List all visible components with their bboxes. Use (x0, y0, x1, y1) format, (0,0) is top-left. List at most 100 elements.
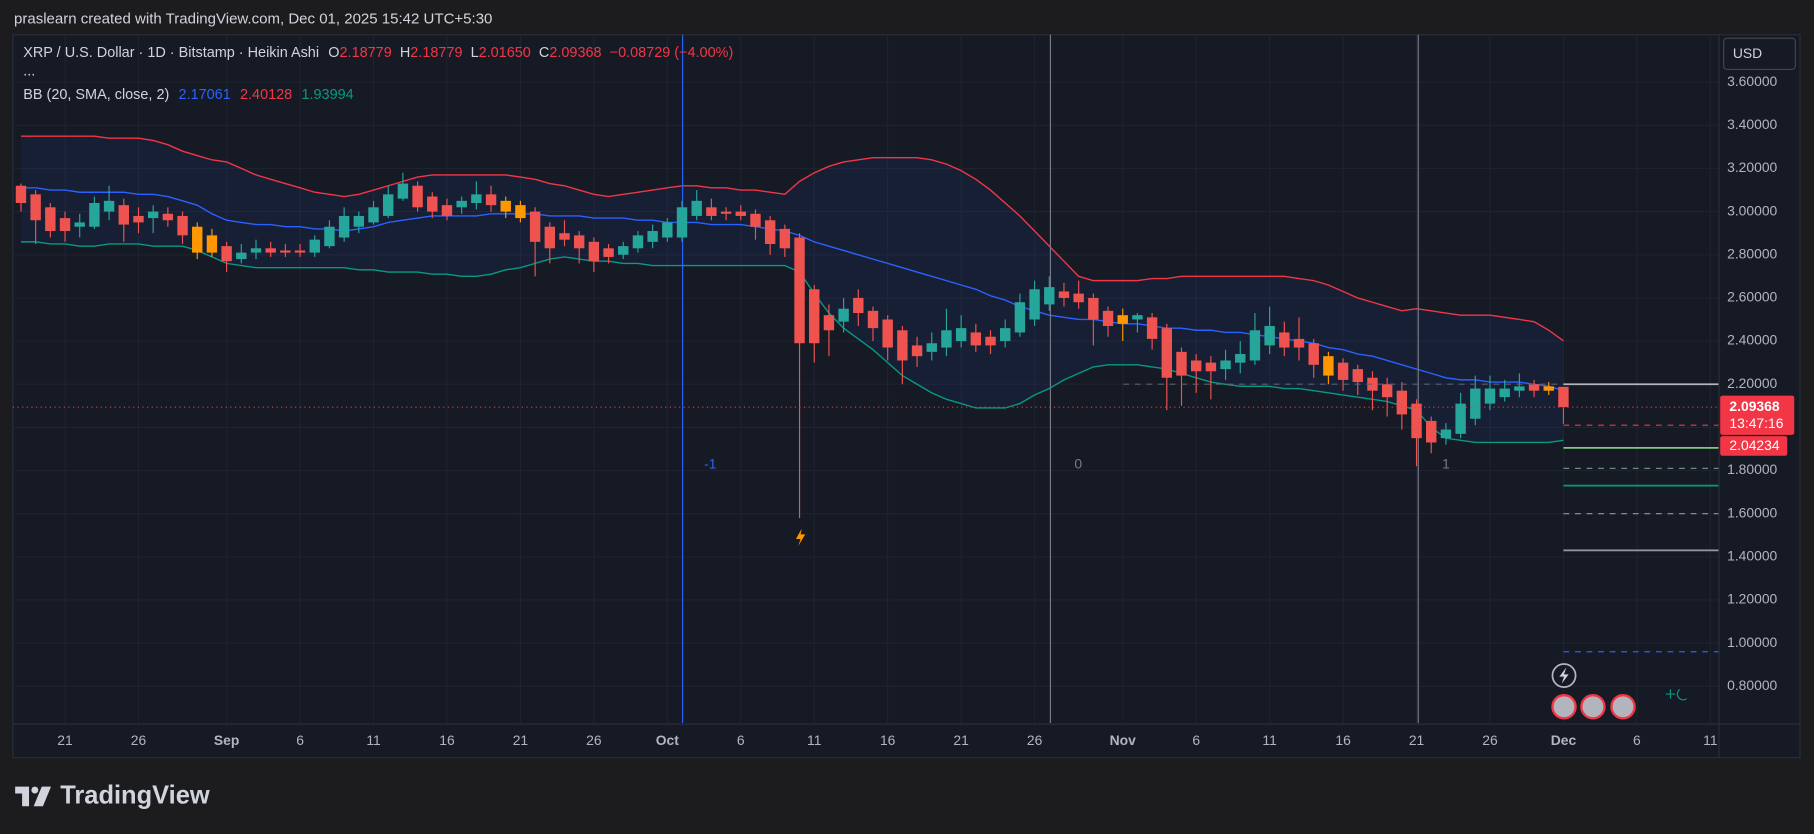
y-tick-label: 2.80000 (1727, 245, 1777, 261)
candle-body (1102, 310, 1114, 326)
candle-body (529, 211, 541, 242)
x-tick-label: 21 (57, 732, 73, 748)
candle-body (1014, 302, 1026, 333)
candle-body (1235, 354, 1246, 363)
candle-body (162, 213, 174, 221)
x-tick-label: 16 (880, 732, 896, 748)
candle-body (427, 196, 438, 212)
y-tick-label: 1.60000 (1727, 504, 1777, 520)
candle-body (1176, 351, 1187, 376)
indicator-name: BB (20, SMA, close, 2) (23, 87, 169, 103)
candle-body (1499, 388, 1510, 398)
candle-body (941, 330, 952, 348)
flag-icon[interactable] (1551, 694, 1577, 720)
candle-body (926, 343, 937, 352)
ohlc-value: 2.18779 (410, 45, 462, 61)
flash-icon[interactable] (795, 528, 806, 546)
ohlc-key: L (471, 45, 479, 61)
y-tick-label: 1.40000 (1727, 547, 1777, 563)
candle-body (147, 211, 159, 219)
candle-body (853, 297, 864, 314)
x-tick-label: 26 (131, 732, 147, 748)
x-tick-label: Oct (656, 732, 680, 748)
candle-body (1470, 388, 1481, 419)
candle-body (750, 213, 761, 227)
candle-body (471, 194, 482, 203)
dividends-icon[interactable] (795, 528, 806, 546)
candle-body (30, 194, 41, 221)
x-tick-label: 11 (1703, 732, 1718, 748)
last-price-box (1720, 395, 1795, 435)
currency-button[interactable] (1723, 37, 1796, 70)
candle-body (397, 183, 409, 199)
candle-body (1249, 330, 1261, 361)
y-tick-label: 3.00000 (1727, 202, 1777, 218)
candle-body (1279, 332, 1290, 348)
x-tick-label: 11 (1262, 732, 1277, 748)
candle-body (706, 207, 717, 216)
flash-glyph (1559, 667, 1569, 684)
candle-body (280, 250, 291, 253)
candle-body (412, 185, 423, 208)
candle-body (1220, 360, 1231, 370)
legend-more[interactable]: ... (23, 64, 35, 80)
flag-icon[interactable] (1610, 694, 1636, 720)
flag-icon[interactable] (1580, 694, 1606, 720)
logo-mark (15, 786, 30, 807)
candle-body (1205, 362, 1217, 372)
candle-body (368, 207, 379, 223)
candle-body (133, 215, 144, 223)
y-tick-label: 1.20000 (1727, 591, 1777, 607)
candle-body (779, 228, 791, 249)
candle-body (985, 336, 996, 346)
indicator-legend: BB (20, SMA, close, 2) 2.17061 2.40128 1.93… (23, 87, 353, 103)
candle-body (1381, 384, 1393, 398)
candle-body (250, 248, 262, 253)
currency[interactable]: USD (1733, 45, 1762, 61)
candle-body (1323, 356, 1334, 376)
candle-body (1352, 369, 1363, 383)
y-tick-label: 1.80000 (1727, 461, 1777, 477)
candle-body (177, 215, 188, 236)
candle-body (603, 248, 614, 257)
candle-body (1132, 315, 1143, 320)
event-icons (1551, 663, 1687, 720)
attribution: praslearn created with TradingView.com, … (14, 11, 492, 28)
price-label-box (1720, 436, 1788, 456)
chart-title: XRP / U.S. Dollar · 1D · Bitstamp · Heik… (23, 45, 319, 61)
candle-body (500, 200, 511, 212)
candle-body (236, 252, 247, 260)
candle-body (735, 211, 746, 216)
candle-body (118, 205, 129, 225)
x-tick-label: 16 (1335, 732, 1351, 748)
candle-body (1426, 420, 1437, 443)
x-tick-label: 11 (366, 732, 381, 748)
ohlc-key: C (539, 45, 549, 61)
y-tick-label: 3.20000 (1727, 159, 1777, 175)
candle-body (309, 239, 320, 253)
x-tick-label: Sep (214, 732, 239, 748)
brand-name: TradingView (60, 782, 210, 810)
candle-body (559, 233, 570, 240)
candle-body (882, 319, 893, 348)
x-tick-label: 21 (953, 732, 969, 748)
candle-body (59, 218, 71, 232)
candle-body (809, 289, 820, 344)
bb-line (20, 241, 1564, 444)
candle-body (1558, 386, 1569, 408)
candle-body (89, 202, 100, 227)
candle-body (15, 185, 27, 203)
logo-mark (33, 786, 52, 807)
session-icon[interactable] (1665, 688, 1687, 701)
candle-body (1367, 377, 1378, 391)
candle-body (74, 222, 85, 227)
bb-line (20, 187, 1564, 392)
brand-logo (15, 786, 52, 807)
y-tick-label: 0.80000 (1727, 677, 1777, 693)
candle-body (206, 235, 218, 253)
candle-body (1308, 343, 1319, 365)
candle-body (1543, 386, 1554, 391)
candle-body (691, 200, 702, 216)
y-tick-label: 2.20000 (1727, 375, 1777, 391)
